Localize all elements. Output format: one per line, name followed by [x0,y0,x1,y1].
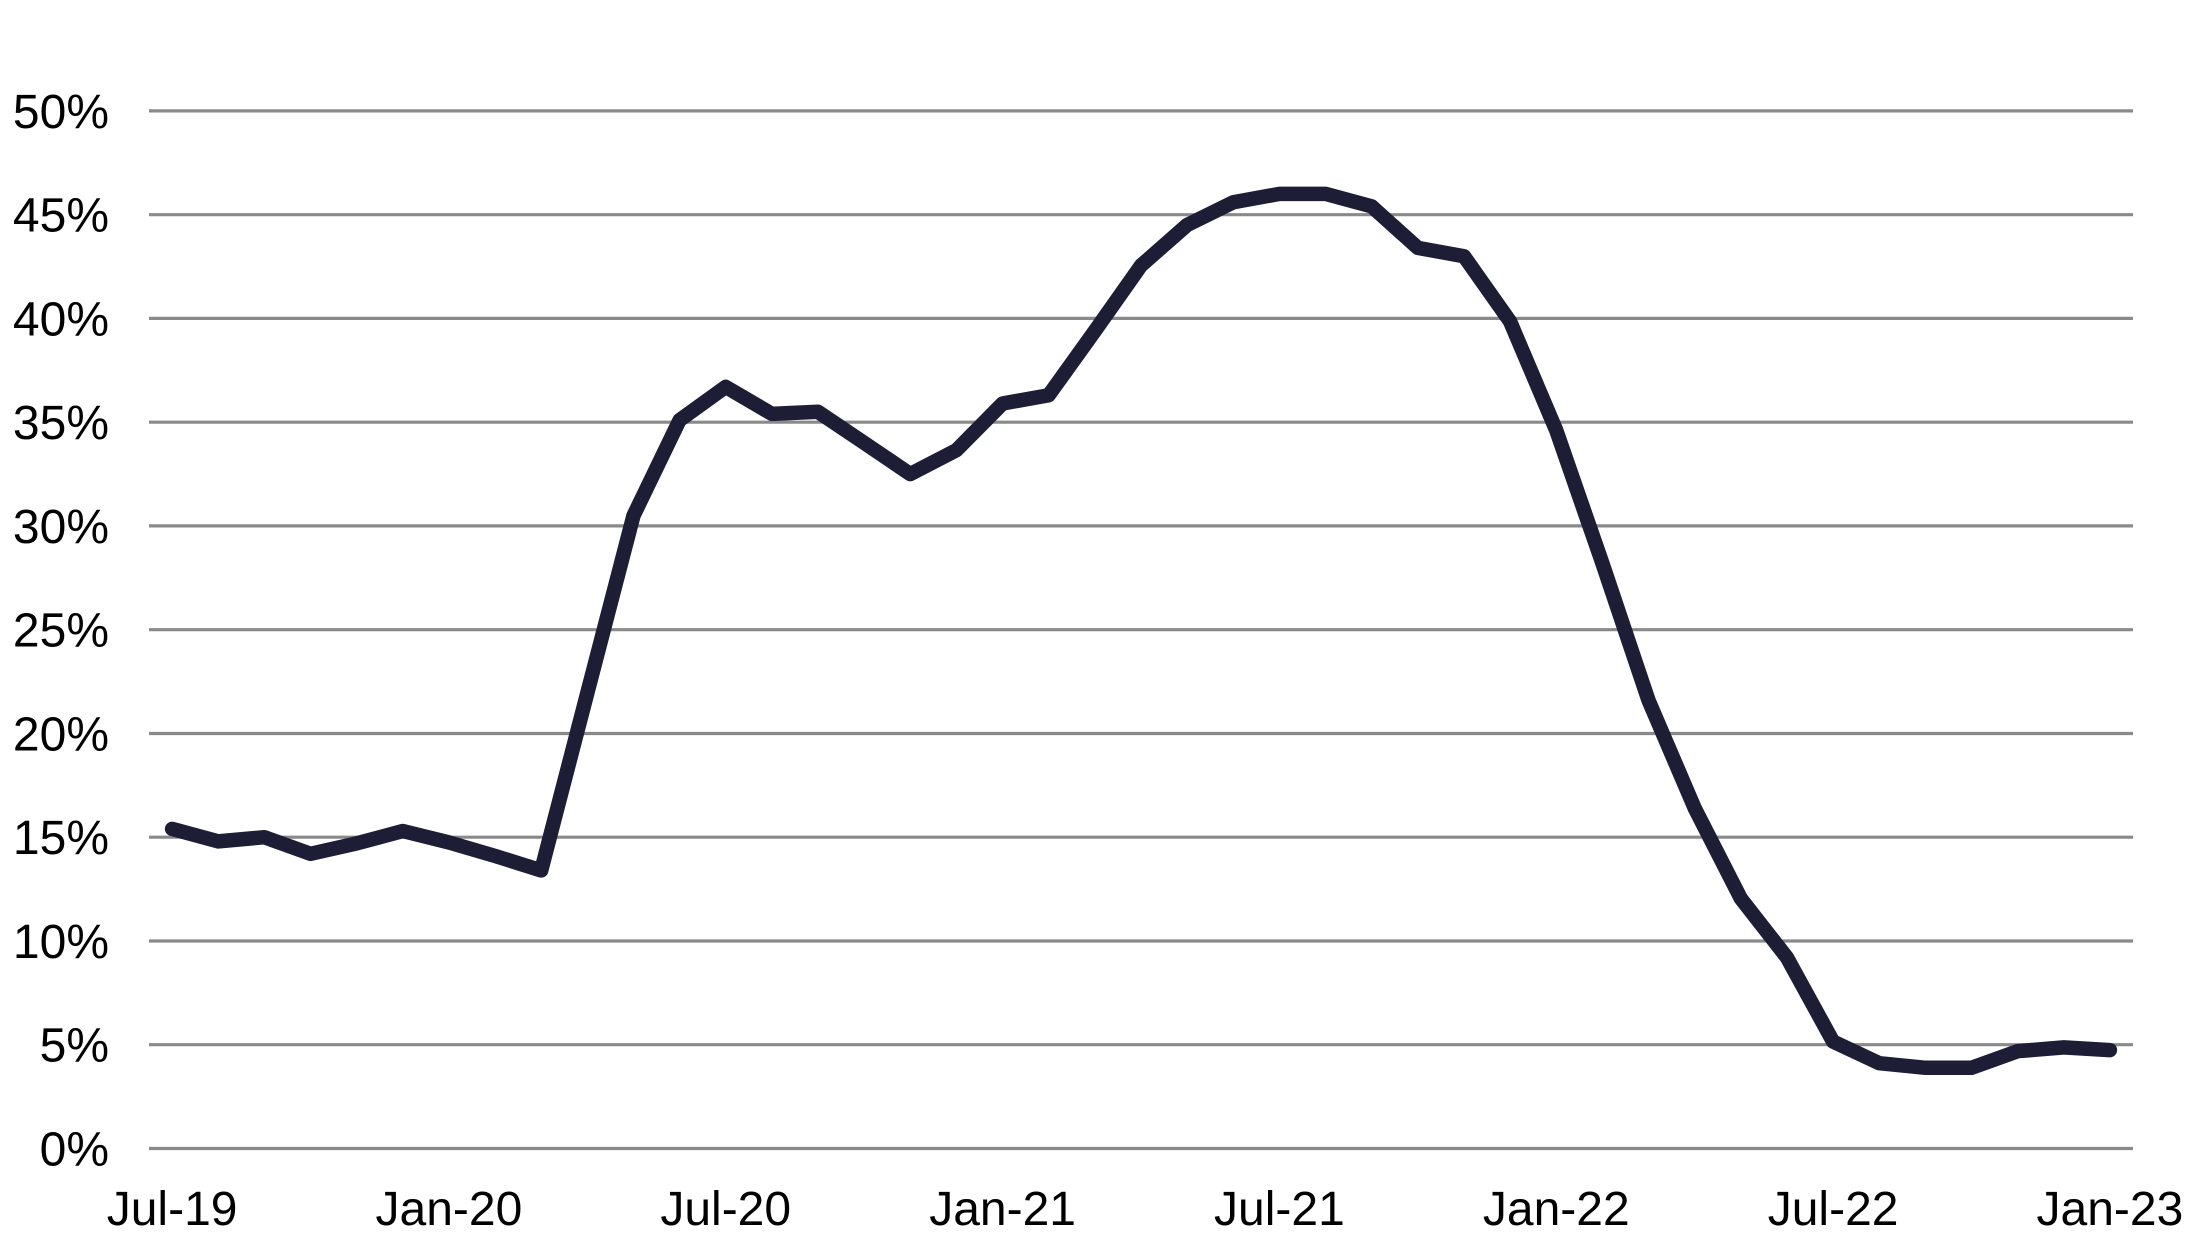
svg-text:Jan-22: Jan-22 [1483,1183,1630,1236]
svg-text:45%: 45% [13,190,109,243]
svg-text:Jul-20: Jul-20 [660,1183,791,1236]
svg-text:20%: 20% [13,709,109,762]
svg-text:50%: 50% [13,86,109,139]
svg-text:Jul-19: Jul-19 [107,1183,238,1236]
svg-text:5%: 5% [40,1020,109,1073]
svg-text:30%: 30% [13,501,109,554]
svg-text:10%: 10% [13,916,109,969]
svg-text:Jan-23: Jan-23 [2037,1183,2184,1236]
svg-text:Jan-21: Jan-21 [929,1183,1076,1236]
svg-text:25%: 25% [13,605,109,658]
svg-text:40%: 40% [13,293,109,346]
svg-text:Jan-20: Jan-20 [376,1183,523,1236]
svg-text:0%: 0% [40,1124,109,1177]
svg-text:15%: 15% [13,812,109,865]
svg-text:Jul-21: Jul-21 [1214,1183,1345,1236]
svg-text:35%: 35% [13,397,109,450]
svg-text:Jul-22: Jul-22 [1768,1183,1899,1236]
